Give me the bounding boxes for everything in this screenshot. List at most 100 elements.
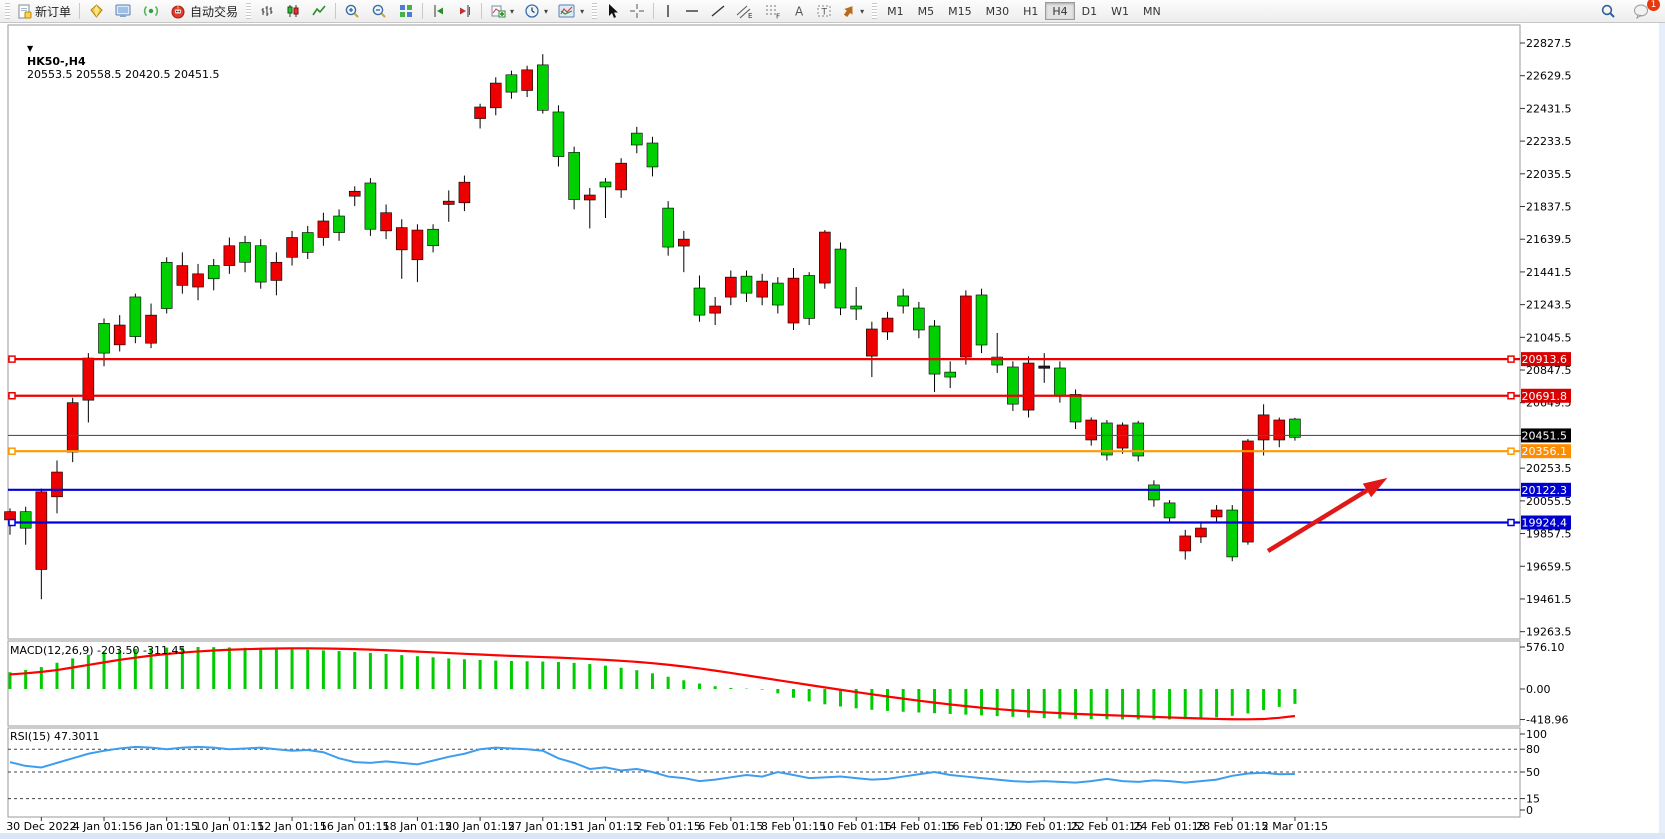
text-label-tool-button[interactable]: T	[811, 1, 837, 21]
arrows-tool-button[interactable]: ▾	[837, 1, 869, 21]
collapse-triangle-icon[interactable]: ▼	[27, 44, 34, 53]
chart-symbol-period: HK50-,H4	[27, 55, 86, 68]
new-order-icon	[18, 4, 32, 18]
hline-handle[interactable]	[8, 392, 16, 400]
tile-windows-button[interactable]	[393, 1, 419, 21]
date-label: 30 Dec 2022	[6, 820, 76, 833]
chart-window[interactable]: 22827.5 22629.5 22431.5 22233.5 22035.5 21837…	[0, 23, 1665, 839]
candle	[1273, 419, 1286, 441]
candle	[51, 471, 63, 498]
cursor-tool-button[interactable]	[600, 1, 624, 21]
auto-scroll-button[interactable]	[426, 1, 452, 21]
horizontal-line-tool-button[interactable]	[679, 1, 705, 21]
toolbar-grip[interactable]	[246, 3, 252, 19]
chat-button[interactable]: 1	[1628, 0, 1660, 21]
tab-timeframe-mn[interactable]: MN	[1143, 4, 1161, 18]
hline-handle[interactable]	[1507, 518, 1515, 527]
rsi-current-value: 47.3011	[53, 730, 100, 743]
chart-title: ▼ HK50-,H4 20553.5 20558.5 20420.5 20451…	[13, 29, 219, 94]
new-order-button[interactable]: 新订单	[13, 1, 76, 21]
date-label: 10 Feb 01:15	[820, 820, 892, 833]
bar-chart-icon	[261, 6, 273, 16]
templates-caret-icon: ▾	[580, 6, 585, 16]
indicators-caret-icon: ▾	[510, 6, 515, 16]
channel-tool-button[interactable]: E	[731, 1, 759, 21]
candle-chart-button[interactable]	[280, 1, 306, 21]
candle-chart-icon	[287, 5, 299, 17]
text-tool-button[interactable]: A	[787, 1, 811, 21]
autotrade-button[interactable]: 自动交易	[165, 1, 243, 21]
crosshair-tool-button[interactable]	[624, 1, 650, 21]
text-icon: A	[795, 5, 804, 19]
svg-text:F: F	[776, 13, 780, 20]
candle	[881, 317, 894, 333]
bar-chart-button[interactable]	[254, 1, 280, 21]
date-label: 2 Feb 01:15	[636, 820, 701, 833]
hline-handle[interactable]	[1507, 355, 1515, 363]
hline-handle[interactable]	[1507, 392, 1515, 400]
date-label: 16 Feb 01:15	[945, 820, 1017, 833]
candle	[1116, 424, 1129, 449]
candle	[1148, 484, 1160, 501]
hline-handle[interactable]	[8, 518, 16, 527]
signal-icon	[143, 5, 159, 17]
candle	[4, 511, 16, 521]
date-label: 28 Feb 01:15	[1196, 820, 1268, 833]
tab-timeframe-m5[interactable]: M5	[917, 4, 935, 18]
chart-canvas[interactable]: 22827.5 22629.5 22431.5 22233.5 22035.5 21837…	[0, 23, 1665, 839]
candle	[740, 275, 753, 294]
toolbar-grip[interactable]	[592, 3, 598, 19]
price-tick-label: 22233.5	[1526, 135, 1572, 148]
templates-button[interactable]: ▾	[553, 1, 589, 21]
indicators-button[interactable]: ▾	[485, 1, 519, 21]
candle	[301, 232, 314, 253]
candle	[1163, 502, 1176, 519]
chart-shift-button[interactable]	[452, 1, 478, 21]
vertical-line-tool-button[interactable]	[657, 1, 679, 21]
toolbar-grip[interactable]	[5, 3, 10, 19]
candle	[19, 511, 32, 529]
candle	[1101, 422, 1113, 456]
cursor-icon	[609, 4, 619, 18]
candle	[1210, 509, 1223, 518]
line-chart-button[interactable]	[306, 1, 332, 21]
hline-handle[interactable]	[1507, 447, 1515, 455]
candle	[913, 307, 925, 331]
fibonacci-tool-button[interactable]: F	[759, 1, 787, 21]
chat-bubble-icon	[1634, 4, 1648, 19]
date-label: 20 Jan 01:15	[445, 820, 515, 833]
tab-timeframe-m15[interactable]: M15	[948, 4, 972, 18]
signals-button[interactable]	[138, 1, 165, 21]
date-label: 14 Feb 01:15	[883, 820, 955, 833]
zoom-in-button[interactable]	[339, 1, 366, 21]
trendline-tool-button[interactable]	[705, 1, 731, 21]
chart-ohlc: 20553.5 20558.5 20420.5 20451.5	[27, 68, 220, 81]
candle	[787, 277, 800, 324]
quotes-button[interactable]	[83, 1, 110, 21]
tab-timeframe-w1[interactable]: W1	[1111, 4, 1129, 18]
hline-handle[interactable]	[8, 447, 16, 455]
tab-timeframe-d1[interactable]: D1	[1081, 4, 1098, 18]
tab-timeframe-m30[interactable]: M30	[985, 4, 1010, 18]
tab-timeframe-m1[interactable]: M1	[887, 4, 904, 18]
date-label: 6 Jan 01:15	[135, 820, 198, 833]
toolbar-grip[interactable]	[872, 3, 878, 19]
market-watch-button[interactable]	[110, 1, 138, 21]
price-pane-border	[7, 24, 1521, 640]
hline-handle[interactable]	[8, 355, 16, 363]
candle	[82, 357, 95, 401]
candle	[944, 371, 957, 378]
annotation-arrow-head[interactable]	[1362, 477, 1388, 498]
periods-caret-icon: ▾	[544, 6, 549, 16]
autotrade-icon	[171, 5, 185, 19]
annotation-arrow[interactable]	[1266, 488, 1369, 553]
periods-button[interactable]: ▾	[519, 1, 553, 21]
candle	[474, 106, 486, 119]
candle	[819, 231, 831, 284]
search-button[interactable]	[1595, 1, 1622, 21]
zoom-out-button[interactable]	[366, 1, 393, 21]
tab-timeframe-h4[interactable]: H4	[1045, 2, 1075, 20]
tab-timeframe-h1[interactable]: H1	[1023, 4, 1039, 18]
price-tick-label: 19659.5	[1526, 560, 1572, 573]
horizontal-line-icon	[686, 10, 699, 12]
